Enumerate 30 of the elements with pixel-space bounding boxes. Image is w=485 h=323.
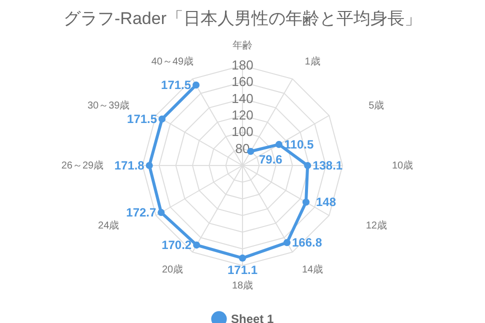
data-label: 172.7 [126, 205, 157, 220]
spoke-label: 14歳 [302, 263, 324, 276]
spoke-label: 5歳 [368, 100, 384, 112]
data-label: 138.1 [312, 158, 343, 172]
spoke-label: 18歳 [232, 280, 254, 292]
data-label: 79.6 [258, 152, 283, 166]
chart-title: グラフ-Rader「日本人男性の年齢と平均身長」 [64, 9, 422, 28]
data-label: 166.8 [292, 236, 322, 250]
spoke-label: 30～39歳 [87, 100, 130, 112]
data-label: 148 [316, 195, 336, 210]
y-tick-label: 180 [232, 58, 254, 72]
spoke-label: 40～49歳 [151, 56, 194, 68]
y-tick-label: 120 [232, 108, 254, 122]
spoke-label: 12歳 [366, 220, 387, 232]
data-label: 110.5 [284, 137, 314, 152]
y-tick-label: 140 [232, 90, 254, 106]
y-tick-label: 160 [232, 74, 254, 90]
y-tick-label: 100 [232, 124, 254, 140]
data-label: 171.1 [227, 263, 258, 278]
spoke-label: 26～29歳 [61, 160, 104, 172]
data-label: 171.8 [114, 158, 145, 172]
legend-label: Sheet 1 [231, 312, 274, 323]
spoke-label: 1歳 [304, 56, 320, 68]
data-label: 171.5 [161, 78, 192, 92]
spoke-label: 24歳 [98, 220, 120, 232]
data-label: 170.2 [162, 238, 192, 252]
spoke-label: 20歳 [162, 263, 184, 276]
spoke-label: 年齢 [232, 40, 252, 52]
data-label: 171.5 [127, 112, 158, 126]
spoke-label: 10歳 [392, 160, 414, 172]
